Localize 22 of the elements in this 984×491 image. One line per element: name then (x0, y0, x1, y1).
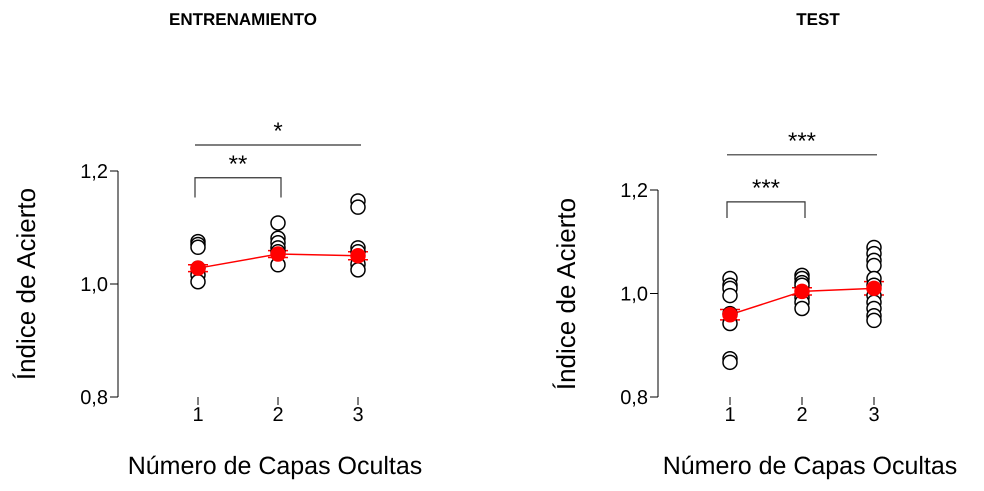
chart-title: ENTRENAMIENTO (168, 10, 318, 30)
text: * (273, 118, 283, 146)
x-axis-title: Número de Capas Ocultas (662, 452, 958, 481)
y-tick-label: 0,8 (80, 387, 108, 410)
y-tick-label: 1,0 (80, 274, 108, 296)
x-tick-label: 2 (796, 404, 808, 426)
y-axis-title: Índice de Acierto (551, 196, 582, 392)
x-tick-label: 2 (272, 404, 284, 426)
x-tick-label: 3 (868, 404, 880, 426)
x-tick-label: 3 (352, 404, 364, 426)
annotation: *** (752, 174, 780, 202)
y-tick-label: 1,0 (620, 284, 648, 306)
y-tick-label: 1,2 (620, 180, 648, 202)
x-tick-label: 1 (192, 404, 204, 426)
y-tick-label: 1,2 (80, 161, 108, 184)
x-axis-title: Número de Capas Ocultas (126, 452, 424, 481)
text: *** (788, 128, 816, 155)
y-axis-title: Índice de Acierto (11, 186, 42, 382)
y-tick-label: 0,8 (620, 387, 648, 410)
chart-title: TEST (795, 10, 841, 30)
annotation: ** (228, 150, 248, 178)
x-tick-label: 1 (724, 404, 736, 426)
